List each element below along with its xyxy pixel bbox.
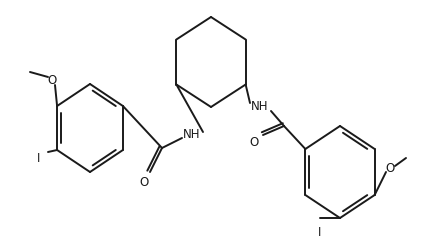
Text: O: O <box>249 137 259 149</box>
Text: O: O <box>139 176 148 190</box>
Text: O: O <box>47 75 57 87</box>
Text: O: O <box>385 163 395 175</box>
Text: NH: NH <box>183 129 201 142</box>
Text: NH: NH <box>251 101 269 113</box>
Text: I: I <box>37 152 41 166</box>
Text: I: I <box>318 227 322 239</box>
